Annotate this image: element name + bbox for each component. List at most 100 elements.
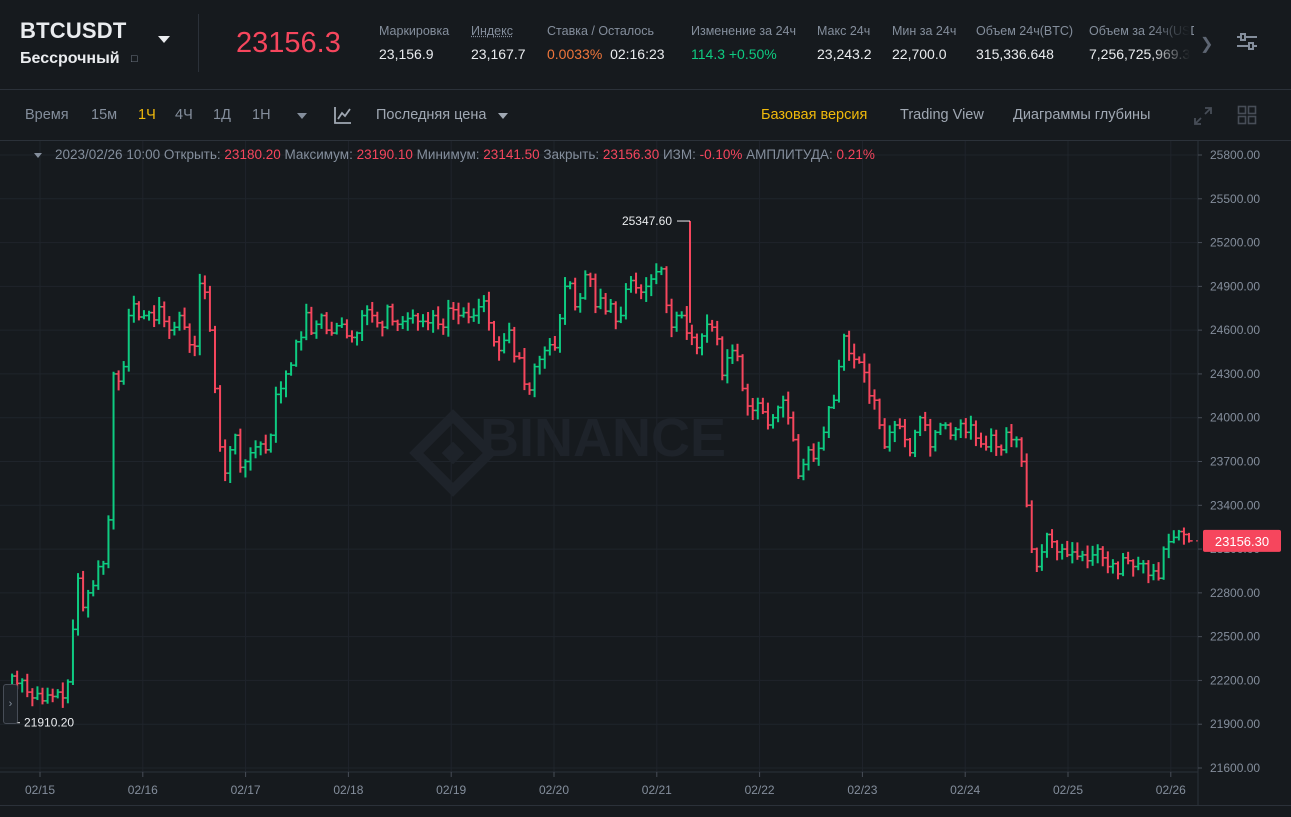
price-bar	[841, 333, 848, 371]
stat-label[interactable]: Индекс	[471, 24, 513, 38]
price-bar	[105, 515, 112, 569]
price-bar	[770, 414, 777, 429]
stat-index-price[interactable]: Индекс 23,167.7	[471, 24, 526, 62]
price-bar	[658, 266, 665, 276]
price-bar	[298, 331, 305, 351]
price-bar	[901, 419, 908, 448]
price-chart[interactable]: BINANCE 25800.00 25500.00 25200.00 24900.00…	[0, 141, 1291, 805]
price-bar	[1003, 427, 1010, 454]
y-axis-tick-label: 23700.00	[1210, 455, 1260, 469]
price-bar	[277, 381, 284, 404]
price-bar	[293, 339, 300, 367]
ohlc-amplitude: 0.21%	[836, 147, 875, 162]
market-header	[0, 0, 1291, 89]
price-bar	[562, 277, 569, 325]
price-bar	[688, 324, 695, 346]
x-axis-tick-label: 02/19	[436, 783, 466, 797]
y-axis-tick-label: 21600.00	[1210, 761, 1260, 775]
chart-area[interactable]	[0, 141, 1291, 805]
price-bar	[663, 266, 670, 314]
time-label[interactable]: Время	[25, 107, 69, 123]
symbol-dropdown-caret-icon[interactable]	[158, 36, 170, 43]
x-axis-tick-label: 02/21	[642, 783, 672, 797]
price-bar	[912, 429, 919, 458]
settings-sliders-icon[interactable]	[1235, 30, 1259, 54]
price-bar	[957, 419, 964, 439]
y-axis-tick-label: 25500.00	[1210, 192, 1260, 206]
interval-1d[interactable]: 1Д	[213, 107, 231, 123]
price-bar	[1054, 540, 1061, 561]
y-axis-tick-label: 24000.00	[1210, 411, 1260, 425]
price-bar	[683, 306, 690, 340]
price-bar	[815, 441, 822, 466]
price-bar	[59, 682, 66, 708]
view-basic[interactable]: Базовая версия	[761, 107, 868, 123]
price-bar	[227, 446, 234, 484]
price-bar	[465, 302, 472, 324]
price-bar	[978, 432, 985, 448]
price-bar	[1033, 547, 1040, 572]
price-bar	[820, 426, 827, 451]
price-bar	[1094, 544, 1101, 564]
price-bar	[1120, 553, 1127, 577]
stat-label: Маркировка	[379, 24, 450, 38]
price-bar	[729, 344, 736, 364]
fullscreen-icon[interactable]	[1193, 106, 1213, 126]
price-bar	[891, 420, 898, 443]
price-bar	[830, 394, 837, 409]
price-type-select[interactable]: Последняя цена	[376, 107, 487, 123]
side-panel-toggle-icon[interactable]: ›	[3, 684, 18, 724]
stats-scroll-right-icon[interactable]: ❯	[1200, 36, 1214, 53]
interval-1h[interactable]: 1Ч	[138, 107, 156, 123]
price-bar	[54, 689, 61, 699]
view-tradingview[interactable]: Trading View	[900, 107, 984, 123]
price-bar	[744, 383, 751, 416]
price-bar	[313, 320, 320, 339]
price-bar	[1160, 546, 1167, 580]
price-bar	[648, 274, 655, 297]
stat-24h-low: Мин за 24ч 22,700.0	[892, 24, 956, 62]
price-bar	[90, 580, 97, 597]
price-bar	[64, 679, 71, 704]
symbol-title[interactable]: BTCUSDT	[20, 18, 127, 43]
price-bar	[222, 439, 229, 482]
price-bar	[790, 411, 797, 442]
stat-value: 114.3 +0.50%	[691, 46, 777, 62]
price-bar	[886, 425, 893, 452]
price-bar	[896, 418, 903, 430]
price-bar	[866, 363, 873, 404]
price-bar	[627, 276, 634, 293]
price-bar	[597, 288, 604, 310]
price-type-caret-icon[interactable]	[498, 113, 508, 119]
interval-4h[interactable]: 4Ч	[175, 107, 193, 123]
price-bar	[749, 397, 756, 420]
ohlc-amplitude-label: АМПЛИТУДА:	[746, 147, 833, 162]
price-bar	[881, 418, 888, 449]
ohlc-close: 23156.30	[602, 147, 660, 162]
y-axis-tick-label: 25800.00	[1210, 148, 1260, 162]
price-bar	[115, 370, 122, 391]
price-bar	[394, 319, 401, 332]
interval-1w[interactable]: 1Н	[252, 107, 271, 123]
price-bar	[95, 560, 102, 590]
header-separator	[198, 14, 199, 72]
price-bar	[333, 322, 340, 335]
price-bar	[1008, 424, 1015, 448]
ohlc-collapse-caret-icon[interactable]	[34, 153, 42, 158]
indicators-chart-icon[interactable]	[333, 105, 353, 125]
price-bar	[1150, 563, 1157, 581]
price-bar	[917, 415, 924, 437]
price-bar	[151, 305, 158, 328]
price-bar	[206, 285, 213, 332]
price-bar	[851, 343, 858, 369]
ohlc-info: 2023/02/26 10:00 Открыть: 23180.20 Макси…	[55, 147, 875, 162]
more-intervals-caret-icon[interactable]	[297, 113, 307, 119]
y-axis-tick-label: 23400.00	[1210, 498, 1260, 512]
toolbar-divider	[0, 140, 1291, 141]
view-depth[interactable]: Диаграммы глубины	[1013, 107, 1151, 123]
interval-15m[interactable]: 15м	[91, 107, 118, 123]
price-bar	[993, 429, 1000, 456]
layout-grid-icon[interactable]	[1237, 105, 1257, 125]
contract-info-icon[interactable]: □	[131, 53, 138, 65]
price-bar	[531, 363, 538, 398]
